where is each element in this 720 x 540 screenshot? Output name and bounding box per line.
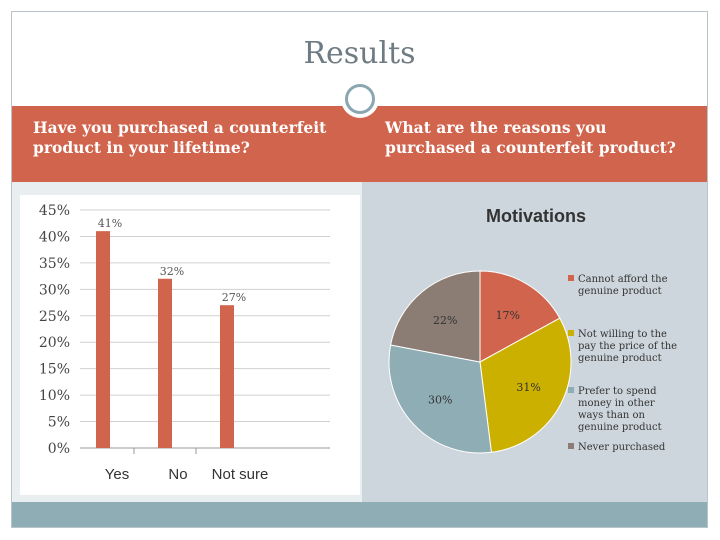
bar-data-label: 41%: [98, 217, 122, 230]
circle-ornament-icon: [341, 80, 379, 118]
legend-swatch: [568, 330, 574, 336]
y-tick-label: 20%: [39, 335, 70, 351]
y-tick-label: 45%: [39, 203, 70, 219]
y-tick-label: 15%: [39, 362, 70, 378]
legend-entry-text: money in other: [578, 398, 655, 409]
y-tick-label: 0%: [48, 441, 70, 457]
left-question-heading: Have you purchased a counterfeit product…: [33, 118, 327, 157]
legend-entry-text: Not willing to the: [578, 329, 667, 340]
bar-data-label: 27%: [222, 291, 246, 304]
y-tick-label: 40%: [39, 229, 70, 245]
legend-swatch: [568, 275, 574, 281]
legend-swatch: [568, 443, 574, 449]
y-tick-label: 5%: [48, 415, 70, 431]
y-tick-label: 35%: [39, 256, 70, 272]
legend-entry-text: genuine product: [578, 286, 662, 297]
bar-data-label: 32%: [160, 265, 184, 278]
bar-not-sure: [220, 305, 234, 448]
pie-data-label: 31%: [516, 381, 540, 394]
bar-no: [158, 278, 172, 448]
pie-data-label: 30%: [428, 393, 452, 406]
footer-band: [12, 502, 707, 527]
header-band: [12, 106, 707, 182]
pie-slice: [479, 317, 572, 453]
pie-slice: [390, 270, 481, 363]
right-question-heading: What are the reasons you purchased a cou…: [385, 118, 676, 157]
legend-entry-text: ways than on: [578, 410, 646, 421]
legend-entry-text: pay the price of the: [578, 341, 677, 352]
slide-title: Results: [303, 36, 416, 71]
legend-entry-text: genuine product: [578, 422, 662, 433]
y-tick-label: 25%: [39, 309, 70, 325]
bar-chart-panel: [20, 195, 360, 495]
legend-entry-text: Cannot afford the: [578, 274, 668, 285]
x-category-label: Not sure: [212, 466, 269, 483]
pie-chart-title: Motivations: [486, 206, 586, 226]
y-tick-label: 10%: [39, 388, 70, 404]
legend-entry-text: genuine product: [578, 353, 662, 364]
bar-yes: [96, 231, 110, 448]
pie-data-label: 17%: [496, 309, 520, 322]
legend-entry-text: Never purchased: [578, 442, 666, 453]
y-tick-label: 30%: [39, 282, 70, 298]
pie-slice: [388, 344, 492, 454]
x-category-label: No: [168, 466, 187, 483]
pie-data-label: 22%: [433, 314, 457, 327]
legend-swatch: [568, 387, 574, 393]
x-category-label: Yes: [105, 466, 129, 483]
pie-slice: [479, 270, 561, 363]
legend-entry-text: Prefer to spend: [578, 386, 657, 397]
